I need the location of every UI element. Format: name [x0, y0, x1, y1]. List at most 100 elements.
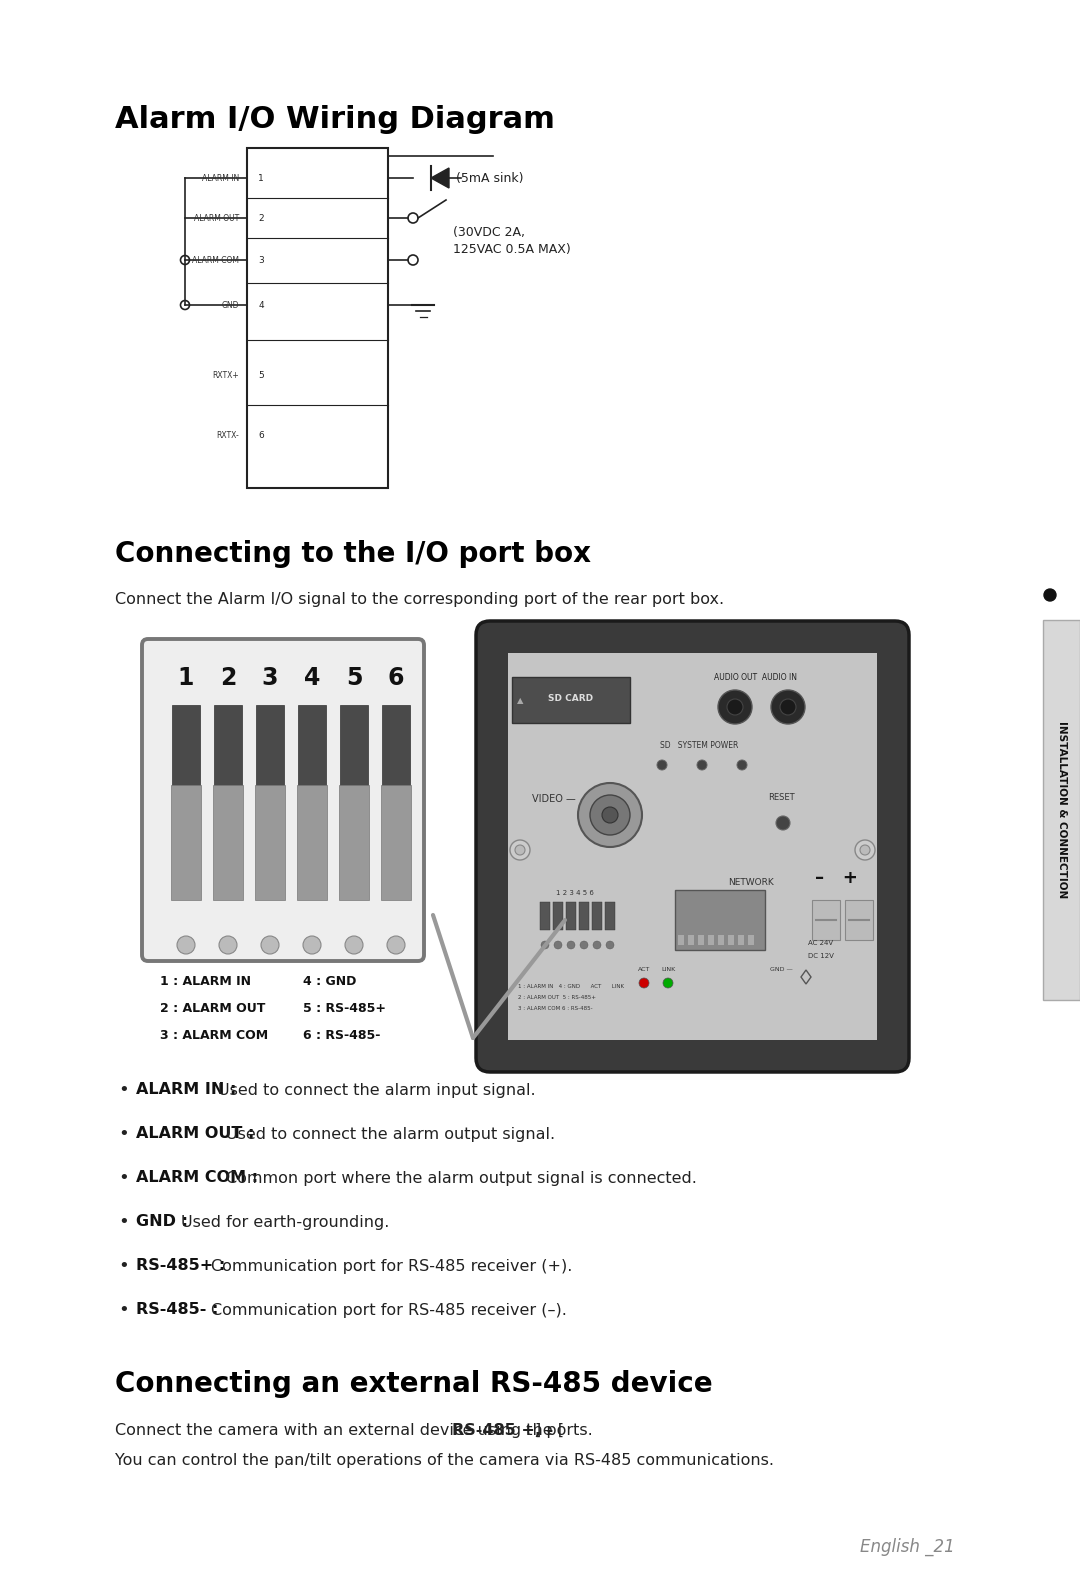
Text: Connecting an external RS-485 device: Connecting an external RS-485 device [114, 1370, 713, 1398]
Text: ▲: ▲ [516, 696, 523, 705]
Bar [213, 786, 243, 900]
Circle shape [345, 936, 363, 954]
Bar [298, 705, 326, 800]
Circle shape [580, 941, 588, 949]
Text: RS-485+ :: RS-485+ : [136, 1258, 231, 1274]
Text: ALARM OUT :: ALARM OUT : [136, 1126, 260, 1142]
Text: ALARM COM :: ALARM COM : [136, 1170, 264, 1186]
Circle shape [860, 845, 870, 855]
Text: 5 : RS-485+: 5 : RS-485+ [303, 1002, 386, 1015]
Circle shape [663, 979, 673, 988]
Circle shape [261, 936, 279, 954]
Bar [512, 677, 630, 723]
Text: 6: 6 [258, 430, 264, 440]
Bar [247, 148, 388, 489]
Bar [214, 705, 242, 800]
Text: 3 : ALARM COM 6 : RS-485-: 3 : ALARM COM 6 : RS-485- [518, 1005, 593, 1012]
Polygon shape [431, 168, 449, 189]
Bar [728, 935, 734, 946]
Text: Connecting to the I/O port box: Connecting to the I/O port box [114, 540, 591, 569]
Bar [688, 935, 694, 946]
Text: •: • [118, 1125, 129, 1144]
Text: 2 : ALARM OUT: 2 : ALARM OUT [160, 1002, 266, 1015]
Text: ACT: ACT [638, 968, 650, 972]
Text: GND :: GND : [136, 1214, 193, 1230]
Text: Communication port for RS-485 receiver (–).: Communication port for RS-485 receiver (… [211, 1302, 567, 1318]
Circle shape [737, 760, 747, 770]
Text: •: • [118, 1169, 129, 1188]
Circle shape [593, 941, 600, 949]
Circle shape [777, 815, 789, 829]
Circle shape [303, 936, 321, 954]
Text: 2: 2 [220, 666, 237, 690]
Text: 1: 1 [178, 666, 194, 690]
Bar [381, 786, 411, 900]
Text: 3: 3 [261, 666, 279, 690]
FancyBboxPatch shape [476, 621, 909, 1071]
Text: 1 : ALARM IN   4 : GND      ACT      LINK: 1 : ALARM IN 4 : GND ACT LINK [518, 983, 624, 990]
Text: 6 : RS-485-: 6 : RS-485- [303, 1029, 380, 1042]
Bar [845, 900, 873, 939]
Text: –   +: – + [815, 869, 858, 888]
Circle shape [387, 936, 405, 954]
Text: •: • [118, 1301, 129, 1320]
Bar [812, 900, 840, 939]
Text: Used for earth-grounding.: Used for earth-grounding. [181, 1214, 390, 1230]
Text: DC 12V: DC 12V [808, 954, 834, 958]
Bar [592, 902, 602, 930]
Text: 4 : GND: 4 : GND [303, 976, 356, 988]
Text: ] ports.: ] ports. [535, 1423, 593, 1437]
Circle shape [697, 760, 707, 770]
Text: 2: 2 [258, 214, 264, 223]
Bar [382, 705, 410, 800]
Bar [579, 902, 589, 930]
Text: 4: 4 [303, 666, 320, 690]
Text: •: • [118, 1257, 129, 1276]
Circle shape [639, 979, 649, 988]
Circle shape [855, 840, 875, 859]
Circle shape [657, 760, 667, 770]
FancyBboxPatch shape [141, 639, 424, 961]
Circle shape [578, 782, 642, 847]
Text: RS-485- :: RS-485- : [136, 1302, 224, 1318]
Text: 1 2 3 4 5 6: 1 2 3 4 5 6 [556, 891, 594, 895]
Text: Connect the Alarm I/O signal to the corresponding port of the rear port box.: Connect the Alarm I/O signal to the corr… [114, 592, 724, 606]
Text: RXTX+: RXTX+ [213, 371, 239, 380]
Text: ALARM OUT: ALARM OUT [193, 214, 239, 223]
Text: Alarm I/O Wiring Diagram: Alarm I/O Wiring Diagram [114, 105, 555, 134]
Text: Common port where the alarm output signal is connected.: Common port where the alarm output signa… [226, 1170, 697, 1186]
Circle shape [510, 840, 530, 859]
Text: ALARM IN: ALARM IN [202, 173, 239, 182]
Text: SD CARD: SD CARD [549, 693, 594, 702]
Text: 3 : ALARM COM: 3 : ALARM COM [160, 1029, 268, 1042]
Bar [255, 786, 285, 900]
Text: GND: GND [221, 300, 239, 309]
Text: GND —: GND — [770, 968, 793, 972]
Text: (5mA sink): (5mA sink) [456, 171, 524, 184]
Text: RESET: RESET [768, 793, 795, 803]
Bar [172, 705, 200, 800]
Text: Used to connect the alarm output signal.: Used to connect the alarm output signal. [226, 1126, 555, 1142]
Circle shape [567, 941, 575, 949]
Circle shape [771, 690, 805, 724]
Bar [297, 786, 327, 900]
Circle shape [177, 936, 195, 954]
Bar [678, 935, 684, 946]
Text: You can control the pan/tilt operations of the camera via RS-485 communications.: You can control the pan/tilt operations … [114, 1453, 774, 1467]
Circle shape [1044, 589, 1056, 602]
Circle shape [219, 936, 237, 954]
Bar [540, 902, 550, 930]
Text: SD   SYSTEM POWER: SD SYSTEM POWER [660, 742, 739, 749]
Bar [340, 705, 368, 800]
Bar [738, 935, 744, 946]
Text: 5: 5 [346, 666, 362, 690]
Text: ALARM COM: ALARM COM [192, 256, 239, 264]
Text: •: • [118, 1081, 129, 1100]
Bar [748, 935, 754, 946]
Text: •: • [118, 1213, 129, 1232]
Circle shape [606, 941, 615, 949]
Text: 1 : ALARM IN: 1 : ALARM IN [160, 976, 251, 988]
Bar [171, 786, 201, 900]
Text: INSTALLATION & CONNECTION: INSTALLATION & CONNECTION [1057, 721, 1067, 899]
Text: Used to connect the alarm input signal.: Used to connect the alarm input signal. [218, 1082, 536, 1098]
